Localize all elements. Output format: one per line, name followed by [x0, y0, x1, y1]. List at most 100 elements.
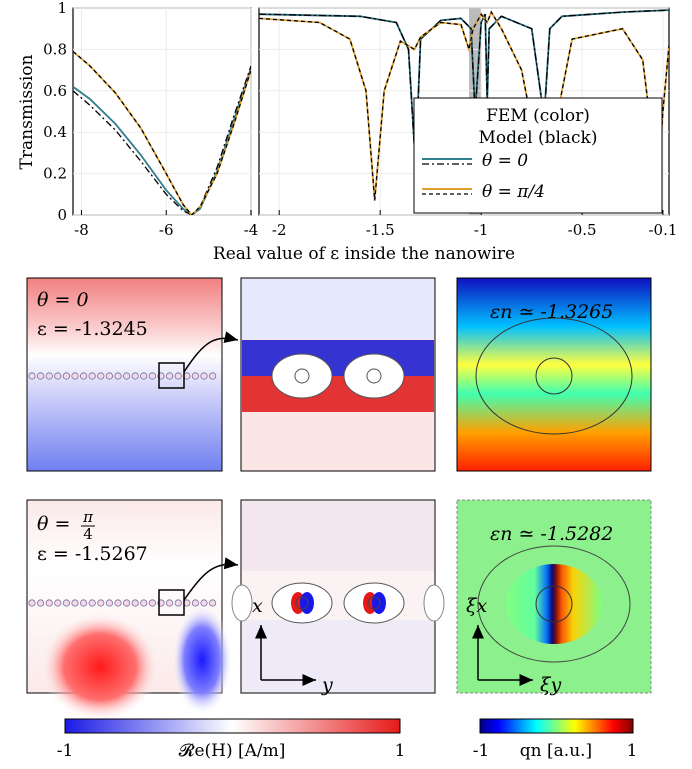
row2-theta-prefix: θ =	[37, 513, 70, 535]
row2-zoom-lower	[242, 620, 434, 692]
row1-zoom-arrow	[183, 331, 239, 373]
nanowire	[88, 599, 96, 607]
row1-qn-wire	[475, 317, 633, 435]
qn-colorbar-label: qn [a.u.]	[520, 741, 592, 761]
nanowire	[28, 599, 36, 607]
nanowire	[45, 372, 53, 380]
nanowire	[105, 599, 114, 607]
row2-eps-n: εn ≃ -1.5282	[490, 523, 613, 545]
nanowire	[209, 372, 217, 380]
tick-label-y-4: 0.8	[43, 40, 67, 58]
nanowire	[88, 372, 96, 380]
right-ticks: -2 -1.5 -1 -0.5 -0.1	[272, 210, 677, 239]
qn-colorbar-min: -1	[473, 741, 490, 761]
nanowire	[131, 372, 139, 380]
row2-zoom-wire-edge-left	[231, 584, 253, 622]
row2-zoom-core-0	[295, 596, 309, 610]
legend-title-1: FEM (color)	[486, 106, 590, 126]
nanowire	[191, 599, 199, 607]
row1-qn-background	[456, 277, 652, 472]
row2-zoom-wires	[231, 582, 445, 624]
tick-label-y-0: 0	[57, 206, 67, 224]
nanowire	[174, 372, 182, 380]
nanowire	[166, 372, 174, 380]
row2-theta-den: 4	[83, 525, 93, 543]
row2-zoom-core-1	[367, 596, 381, 610]
nanowire	[123, 599, 131, 607]
row2-qn-core	[535, 585, 573, 623]
qn-colorbar-max: 1	[627, 741, 638, 761]
left-series-group	[73, 50, 251, 215]
row2-zoom-blue-lobe-1	[372, 592, 386, 614]
row1-qn-map: εn ≃ -1.3265	[456, 277, 652, 472]
tick-label-y-1: 0.2	[43, 165, 67, 183]
nanowire	[200, 599, 208, 607]
nanowire	[36, 599, 45, 607]
nanowire	[123, 372, 131, 380]
nanowire	[36, 372, 45, 380]
field-colorbar-gradient	[64, 718, 401, 734]
nanowire	[191, 372, 199, 380]
tick-label-x-2: -1	[474, 221, 489, 239]
nanowire	[200, 372, 208, 380]
field-colorbar-max: 1	[395, 741, 406, 761]
series-line-3	[73, 51, 251, 215]
nanowire	[54, 372, 62, 380]
row1-zoom-blue-band	[242, 340, 434, 376]
right-series-group	[259, 9, 669, 205]
x-axis-label: Real value of ε inside the nanowire	[213, 244, 515, 264]
row1-zoom-wire-1	[271, 353, 333, 399]
legend-box	[413, 97, 663, 214]
row2-zoom-arrow	[183, 557, 239, 601]
tick-label-x-2: -4	[244, 221, 259, 239]
tick-label-x-0: -2	[272, 221, 287, 239]
row1-theta: θ = 0	[37, 289, 89, 311]
legend: FEM (color) Model (black) θ = 0 θ = π/4	[413, 97, 663, 214]
row2-theta-num: π	[82, 508, 94, 526]
nanowire	[54, 599, 62, 607]
tick-label-y-3: 0.6	[43, 82, 67, 100]
nanowire	[80, 599, 88, 607]
zoom-y-label: y	[321, 674, 333, 696]
tick-label-y-5: 1	[57, 0, 67, 17]
row2-nanowire-chain	[28, 599, 217, 607]
tick-label-x-1: -6	[159, 221, 174, 239]
row1-zoom-core-2	[366, 368, 382, 384]
row1-zoom-upper	[242, 279, 434, 339]
row1-nanowire-chain	[28, 372, 217, 380]
zoom-x-label: x	[252, 595, 263, 617]
tick-label-x-3: -0.5	[568, 221, 597, 239]
nanowire	[140, 372, 148, 380]
nanowire	[209, 599, 217, 607]
tick-label-x-0: -8	[74, 221, 89, 239]
row1-zoom-red-band	[242, 376, 434, 412]
row2-field-zoom: x y	[231, 499, 445, 696]
nanowire	[62, 372, 71, 380]
legend-entry-theta0: θ = 0	[482, 151, 528, 171]
right-chart: -2 -1.5 -1 -0.5 -0.1 Real value of ε inside …	[213, 7, 677, 264]
nanowire	[97, 372, 105, 380]
nanowire	[140, 599, 148, 607]
field-colorbar-min: -1	[57, 741, 74, 761]
nanowire	[166, 599, 174, 607]
left-ticks: -8 -6 -4 0 0.2 0.4 0.6 0.8 1	[43, 0, 258, 239]
tick-label-y-2: 0.4	[43, 123, 67, 141]
row2-qn-dipole	[506, 564, 602, 644]
row1-qn-core	[535, 357, 573, 395]
row2-eps: ε = -1.5267	[37, 543, 148, 565]
nanowire	[80, 372, 88, 380]
row1-eps: ε = -1.3245	[37, 318, 148, 340]
row1-zoom-lower	[242, 412, 434, 470]
row1-eps-n: εn ≃ -1.3265	[490, 301, 613, 323]
qn-xi-y-label: ξy	[540, 674, 561, 696]
row1-zoom-wire-2	[343, 353, 405, 399]
nanowire	[71, 372, 79, 380]
row1-field-zoom	[240, 277, 436, 472]
qn-xi-x-label: ξx	[466, 595, 487, 617]
nanowire	[114, 372, 122, 380]
tick-label-x-4: -0.1	[648, 221, 677, 239]
qn-colorbar-gradient	[479, 718, 634, 734]
series-line-3	[259, 10, 669, 205]
nanowire	[131, 599, 139, 607]
